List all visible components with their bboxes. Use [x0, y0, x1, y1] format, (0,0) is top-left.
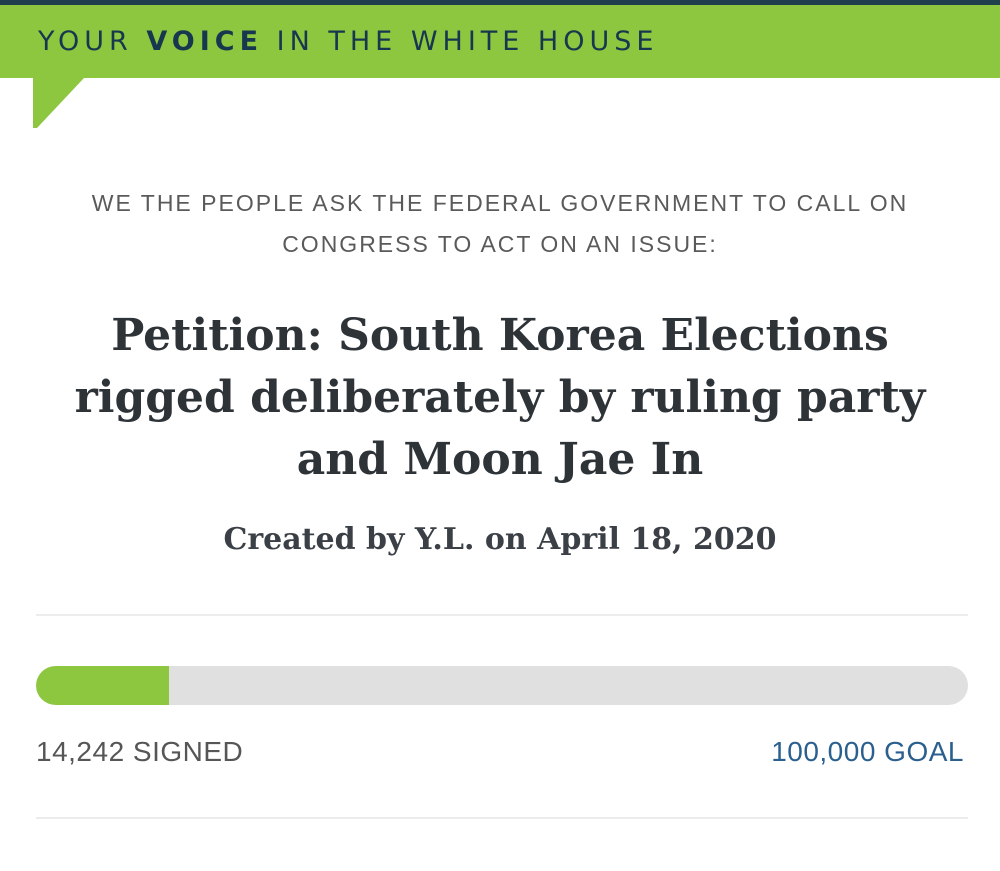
banner-title-suffix: IN THE WHITE HOUSE	[263, 26, 659, 57]
banner-title-bold: VOICE	[146, 26, 264, 57]
intro-line-2: CONGRESS TO ACT ON AN ISSUE:	[282, 231, 718, 257]
intro-text: WE THE PEOPLE ASK THE FEDERAL GOVERNMENT…	[0, 183, 1000, 265]
progress-track	[36, 666, 968, 705]
goal-label: 100,000 GOAL	[771, 736, 964, 767]
intro-line-1: WE THE PEOPLE ASK THE FEDERAL GOVERNMENT…	[91, 190, 909, 216]
signatures-row: 14,242 SIGNED 100,000 GOAL	[36, 736, 964, 768]
petition-title-line-1: Petition: South Korea Elections	[111, 310, 889, 361]
petition-title: Petition: South Korea Elections rigged d…	[20, 305, 980, 491]
banner-tail-icon	[33, 78, 84, 128]
top-strip	[0, 0, 1000, 5]
petition-title-line-3: and Moon Jae In	[296, 434, 704, 485]
header-banner: YOUR VOICE IN THE WHITE HOUSE	[0, 5, 1000, 78]
signed-label: 14,242 SIGNED	[36, 736, 244, 767]
petition-byline: Created by Y.L. on April 18, 2020	[223, 522, 777, 557]
divider-top	[36, 614, 968, 616]
progress-fill	[36, 666, 169, 705]
petition-title-line-2: rigged deliberately by ruling party	[74, 372, 926, 423]
banner-title: YOUR VOICE IN THE WHITE HOUSE	[38, 26, 658, 57]
banner-title-prefix: YOUR	[38, 26, 147, 57]
divider-bottom	[36, 817, 968, 819]
